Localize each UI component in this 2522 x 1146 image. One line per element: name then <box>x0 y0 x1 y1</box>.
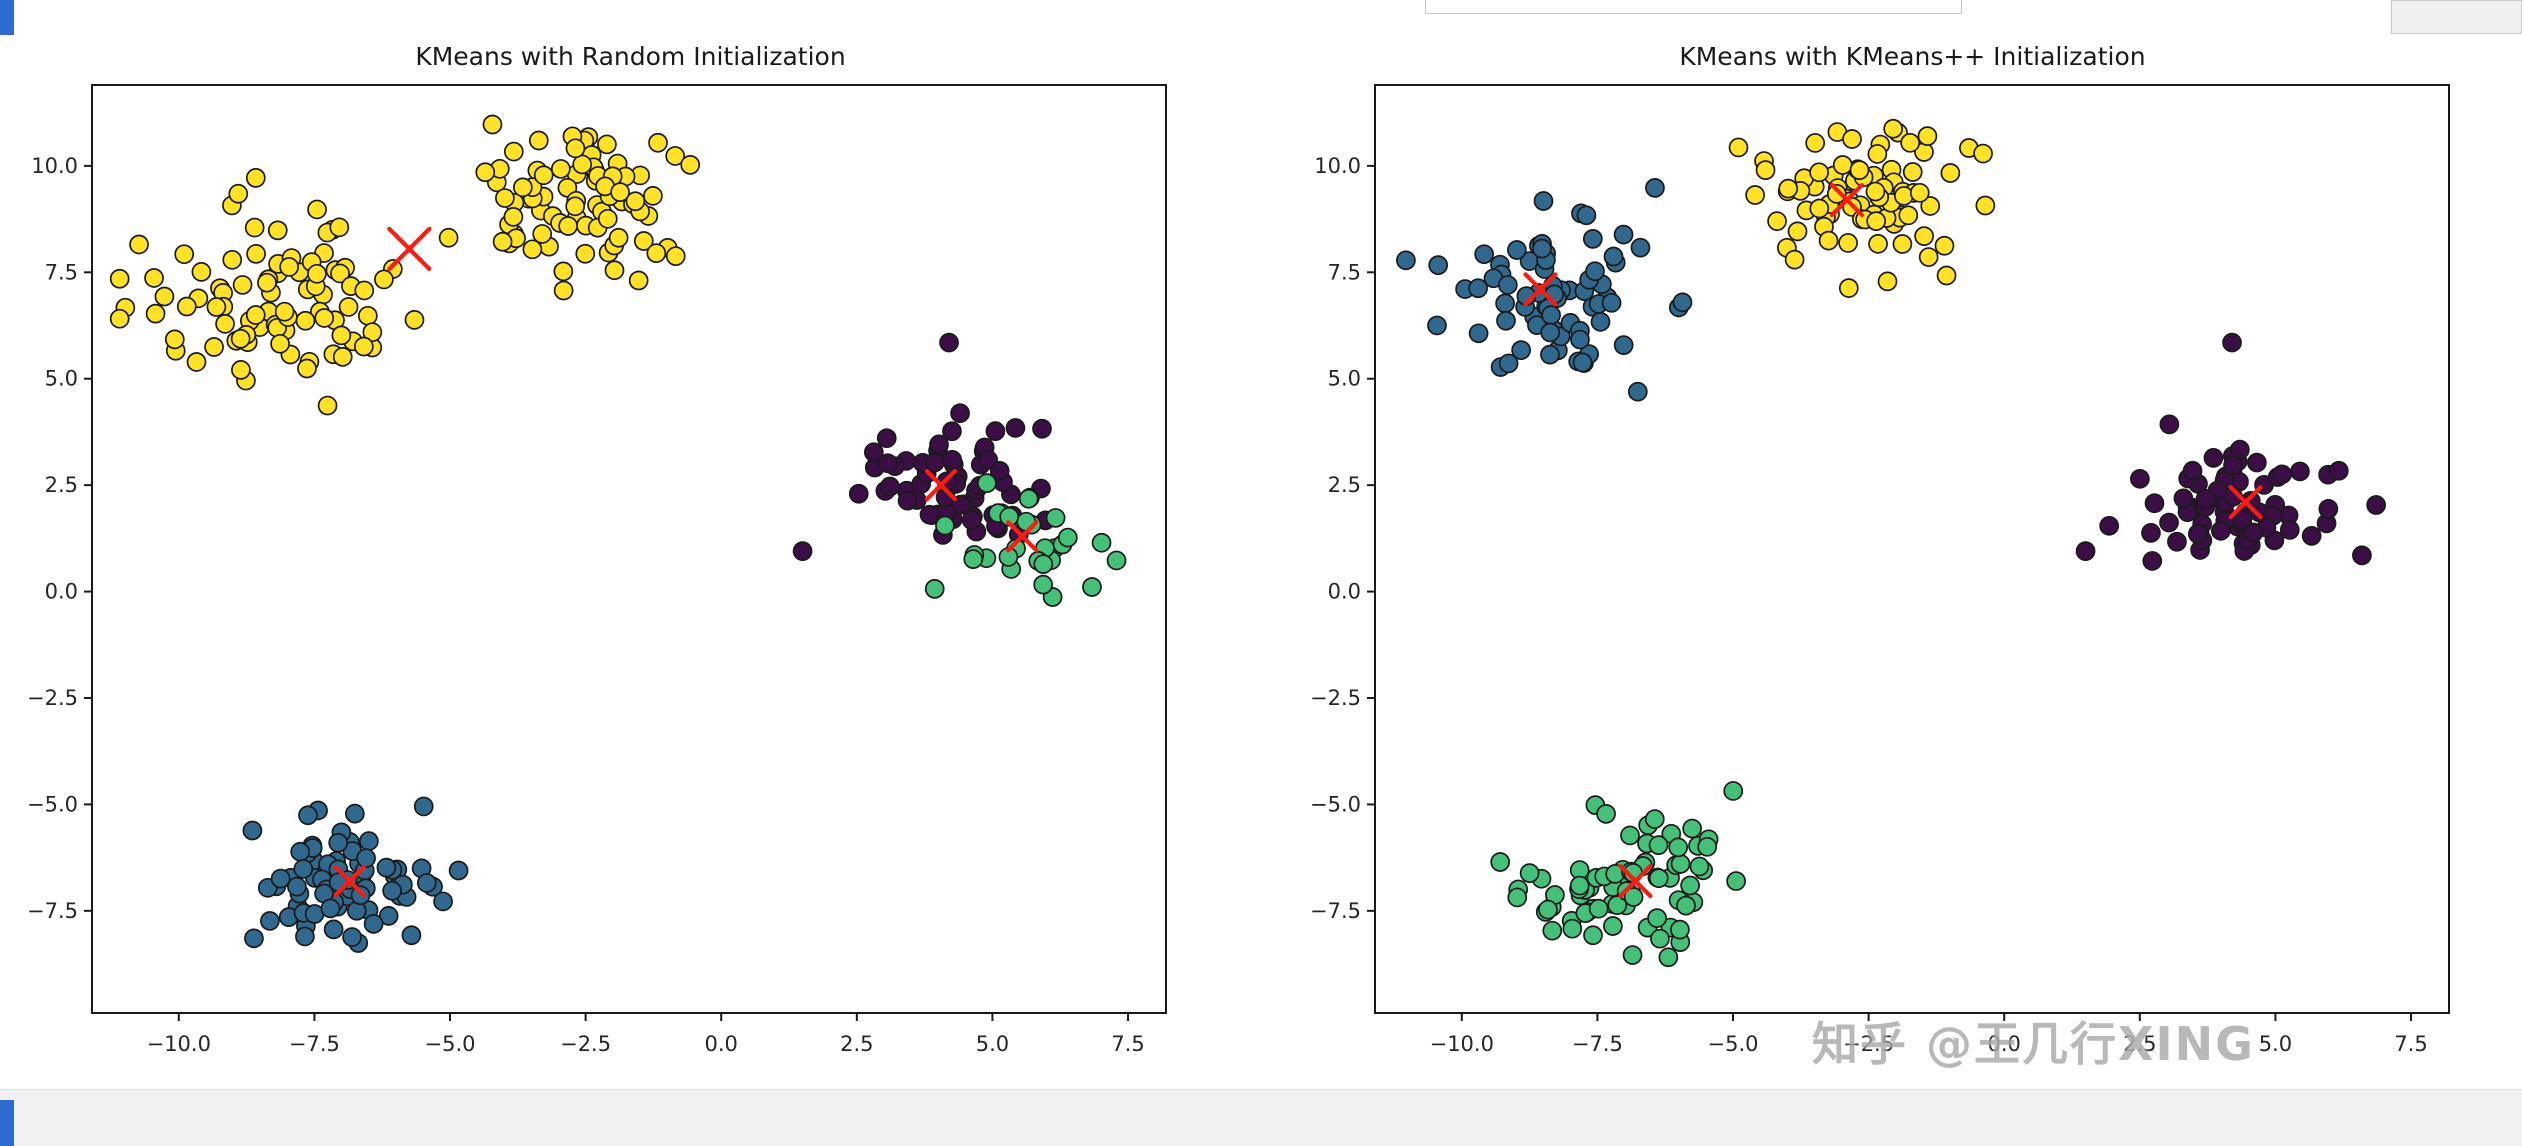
svg-text:−7.5: −7.5 <box>1310 899 1361 923</box>
svg-text:−7.5: −7.5 <box>1572 1032 1623 1056</box>
plot-title-kmeanspp-init: KMeans with KMeans++ Initialization <box>1679 42 2146 71</box>
partial-ui-fragment-top <box>1425 0 1962 14</box>
svg-text:2.5: 2.5 <box>2123 1032 2156 1056</box>
svg-text:−2.5: −2.5 <box>27 686 78 710</box>
plot-random-init: KMeans with Random Initialization −10.0−… <box>0 10 1261 1085</box>
kmeans-comparison-figure: KMeans with Random Initialization −10.0−… <box>0 10 2522 1085</box>
svg-text:2.5: 2.5 <box>1328 473 1361 497</box>
svg-text:5.0: 5.0 <box>1328 367 1361 391</box>
svg-text:2.5: 2.5 <box>840 1032 873 1056</box>
svg-text:5.0: 5.0 <box>45 367 78 391</box>
svg-text:−2.5: −2.5 <box>560 1032 611 1056</box>
browser-edge-fragment-bottom-left <box>0 1100 14 1146</box>
svg-text:−7.5: −7.5 <box>289 1032 340 1056</box>
svg-text:10.0: 10.0 <box>31 154 78 178</box>
partial-ui-fragment-top-right <box>2391 0 2522 34</box>
svg-text:5.0: 5.0 <box>976 1032 1009 1056</box>
svg-text:−5.0: −5.0 <box>27 792 78 816</box>
svg-text:7.5: 7.5 <box>2394 1032 2427 1056</box>
bottom-bar <box>0 1089 2522 1146</box>
svg-text:7.5: 7.5 <box>1328 260 1361 284</box>
svg-text:7.5: 7.5 <box>45 260 78 284</box>
svg-text:0.0: 0.0 <box>1988 1032 2021 1056</box>
svg-text:0.0: 0.0 <box>1328 580 1361 604</box>
svg-text:−5.0: −5.0 <box>425 1032 476 1056</box>
svg-text:7.5: 7.5 <box>1111 1032 1144 1056</box>
svg-text:−5.0: −5.0 <box>1708 1032 1759 1056</box>
scatter-plot-kmeanspp-init: −10.0 −7.5 −5.0 −2.5 0.0 2.5 5.0 7.5 10.0 7.5 5.0 2… <box>1310 84 2450 1056</box>
svg-text:10.0: 10.0 <box>1314 154 1361 178</box>
plot-kmeanspp-init: KMeans with KMeans++ Initialization −10.… <box>1261 10 2522 1085</box>
svg-text:−2.5: −2.5 <box>1843 1032 1894 1056</box>
svg-text:0.0: 0.0 <box>705 1032 738 1056</box>
svg-text:−7.5: −7.5 <box>27 899 78 923</box>
svg-text:5.0: 5.0 <box>2259 1032 2292 1056</box>
browser-edge-fragment-top-left <box>0 0 14 35</box>
plot-title-random-init: KMeans with Random Initialization <box>415 42 846 71</box>
scatter-plot-random-init: −10.0 −7.5 −5.0 −2.5 0.0 2.5 5.0 7.5 10.0 7.5 5.0 2… <box>27 84 1167 1056</box>
svg-text:0.0: 0.0 <box>45 580 78 604</box>
svg-text:2.5: 2.5 <box>45 473 78 497</box>
svg-text:−10.0: −10.0 <box>147 1032 211 1056</box>
svg-text:−10.0: −10.0 <box>1430 1032 1494 1056</box>
svg-text:−5.0: −5.0 <box>1310 792 1361 816</box>
svg-text:−2.5: −2.5 <box>1310 686 1361 710</box>
